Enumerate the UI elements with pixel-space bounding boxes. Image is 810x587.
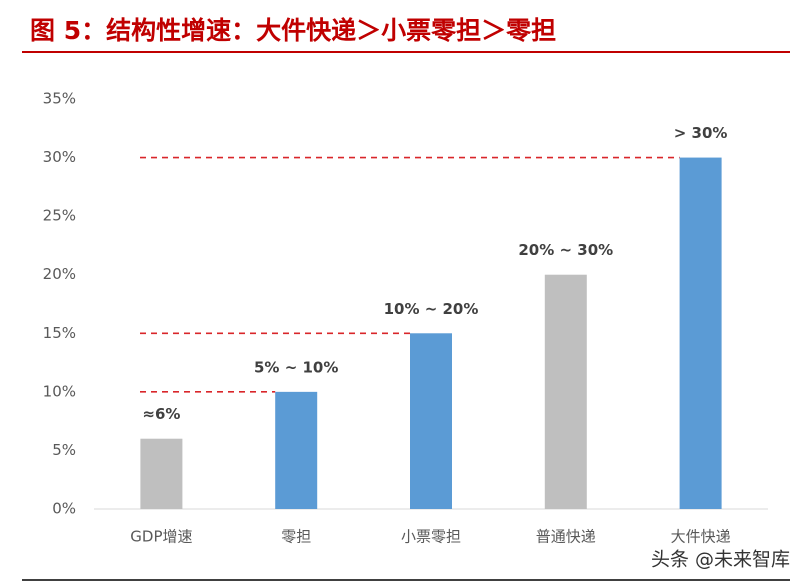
y-tick-label: 30%	[43, 148, 76, 166]
bar	[410, 333, 452, 509]
x-tick-label: 小票零担	[401, 528, 461, 546]
x-tick-label: 零担	[281, 528, 311, 546]
bar	[544, 274, 587, 509]
x-tick-label: GDP增速	[130, 528, 192, 546]
y-tick-label: 15%	[43, 324, 76, 342]
y-tick-label: 10%	[43, 382, 76, 400]
value-label: 20% ~ 30%	[518, 241, 613, 259]
y-tick-label: 35%	[43, 90, 76, 108]
value-label: > 30%	[674, 124, 728, 142]
value-label: ≈6%	[142, 405, 180, 423]
y-tick-label: 5%	[52, 441, 76, 459]
y-tick-label: 0%	[52, 500, 76, 518]
bar	[140, 438, 183, 509]
value-label: 10% ~ 20%	[384, 300, 479, 318]
watermark: 头条 @未来智库	[651, 549, 790, 571]
y-tick-label: 20%	[43, 265, 76, 283]
chart-title: 图 5：结构性增速：大件快递＞小票零担＞零担	[30, 16, 556, 45]
x-tick-label: 大件快递	[671, 528, 731, 546]
bar	[275, 391, 318, 509]
x-tick-label: 普通快递	[536, 528, 596, 546]
y-tick-label: 25%	[43, 207, 76, 225]
value-label: 5% ~ 10%	[254, 358, 338, 376]
bar	[679, 157, 722, 510]
